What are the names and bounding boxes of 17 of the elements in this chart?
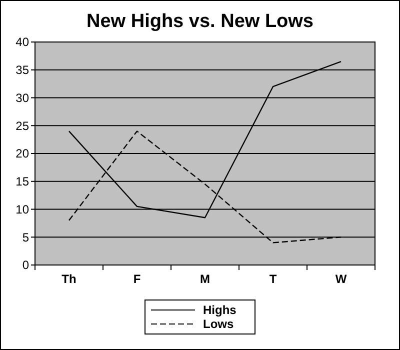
x-tick-label: T xyxy=(269,272,278,286)
legend-label: Highs xyxy=(203,303,237,318)
legend-label: Lows xyxy=(203,317,234,332)
y-tick-label: 40 xyxy=(16,35,30,50)
y-tick-label: 15 xyxy=(16,174,30,189)
x-tick-label: M xyxy=(200,272,210,286)
y-tick-label: 35 xyxy=(16,63,30,78)
y-tick-label: 25 xyxy=(16,118,30,133)
y-tick-label: 5 xyxy=(22,230,30,244)
y-tick-label: 10 xyxy=(16,202,30,216)
x-tick-label: Th xyxy=(62,272,76,286)
y-tick-label: 20 xyxy=(16,146,30,161)
y-tick-label: 0 xyxy=(22,258,30,272)
x-tick-label: F xyxy=(133,272,141,286)
x-tick-label: W xyxy=(335,272,348,286)
chart-title: New Highs vs. New Lows xyxy=(86,11,314,32)
y-tick-label: 30 xyxy=(16,90,30,105)
